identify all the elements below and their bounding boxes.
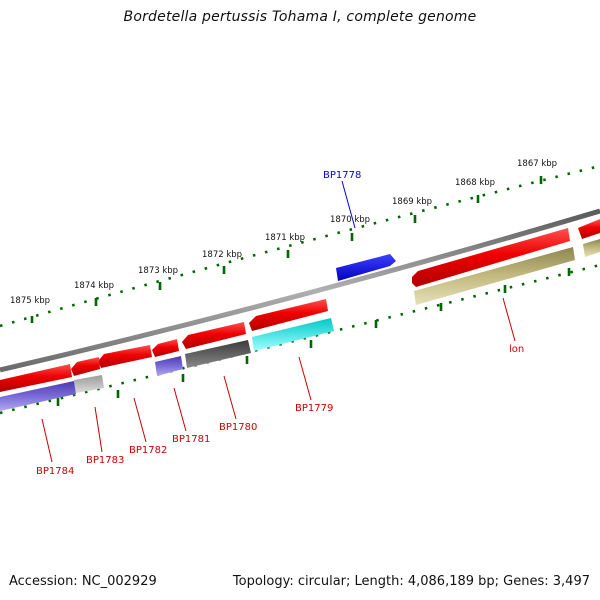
gene-label-bp1783: BP1783 xyxy=(86,455,124,466)
cds-bp1783-arrow xyxy=(71,357,100,376)
leader-bp1779 xyxy=(298,356,312,401)
category-block-bp1784 xyxy=(0,381,76,411)
label-leaders xyxy=(41,180,516,463)
tick-label-1868: 1868 kbp xyxy=(455,178,495,188)
gene-label-bp1782: BP1782 xyxy=(129,445,167,456)
gene-label-bp1779: BP1779 xyxy=(295,403,333,414)
gene-label-bp1781: BP1781 xyxy=(172,434,210,445)
gene-label-bp1780: BP1780 xyxy=(219,422,257,433)
tick-label-1871: 1871 kbp xyxy=(265,233,305,243)
leader-lon xyxy=(502,297,516,342)
category-block-lon xyxy=(414,247,575,305)
cds-edge-arrow xyxy=(578,219,600,239)
gene-bp1778-arrow xyxy=(336,254,396,281)
gene-label-bp1778: BP1778 xyxy=(323,170,361,181)
tick-label-1867: 1867 kbp xyxy=(517,159,557,169)
tick-label-1873: 1873 kbp xyxy=(138,266,178,276)
leader-bp1782 xyxy=(133,397,147,443)
gene-label-lon: lon xyxy=(509,344,524,355)
category-block-bp1781 xyxy=(155,356,183,376)
leader-bp1778 xyxy=(341,180,356,229)
gene-labels: BP1778 lon BP1779 BP1780 BP1781 BP1782 B… xyxy=(36,170,524,477)
cds-bp1782-arrow xyxy=(98,345,152,368)
cds-bp1781-arrow xyxy=(152,339,179,357)
category-track xyxy=(0,239,600,411)
genome-summary-text: Topology: circular; Length: 4,086,189 bp… xyxy=(232,574,590,589)
leader-bp1780 xyxy=(223,375,237,420)
category-block-bp1779 xyxy=(252,318,334,351)
tick-label-1874: 1874 kbp xyxy=(74,281,114,291)
tick-label-1870: 1870 kbp xyxy=(330,215,370,225)
category-block-edge xyxy=(583,239,600,257)
scale-ticks xyxy=(30,176,571,406)
accession-text: Accession: NC_002929 xyxy=(9,574,157,589)
genome-title: Bordetella pertussis Tohama I, complete … xyxy=(123,9,477,25)
tick-label-1872: 1872 kbp xyxy=(202,250,242,260)
gene-label-bp1784: BP1784 xyxy=(36,466,74,477)
cds-bp1780-arrow xyxy=(182,322,246,349)
leader-bp1781 xyxy=(173,387,187,432)
leader-bp1783 xyxy=(94,406,103,453)
tick-labels: 1875 kbp 1874 kbp 1873 kbp 1872 kbp 1871… xyxy=(10,159,557,306)
reverse-strand-cds xyxy=(0,219,600,392)
cds-bp1784-arrow xyxy=(0,364,72,392)
cds-bp1779-arrow xyxy=(249,299,328,331)
category-block-bp1780 xyxy=(185,340,251,368)
leader-bp1784 xyxy=(41,418,53,463)
category-block-bp1783 xyxy=(74,375,104,393)
genome-backbone xyxy=(0,208,600,373)
tick-label-1869: 1869 kbp xyxy=(392,197,432,207)
tick-label-1875: 1875 kbp xyxy=(10,296,50,306)
cds-lon-arrow xyxy=(412,228,570,287)
